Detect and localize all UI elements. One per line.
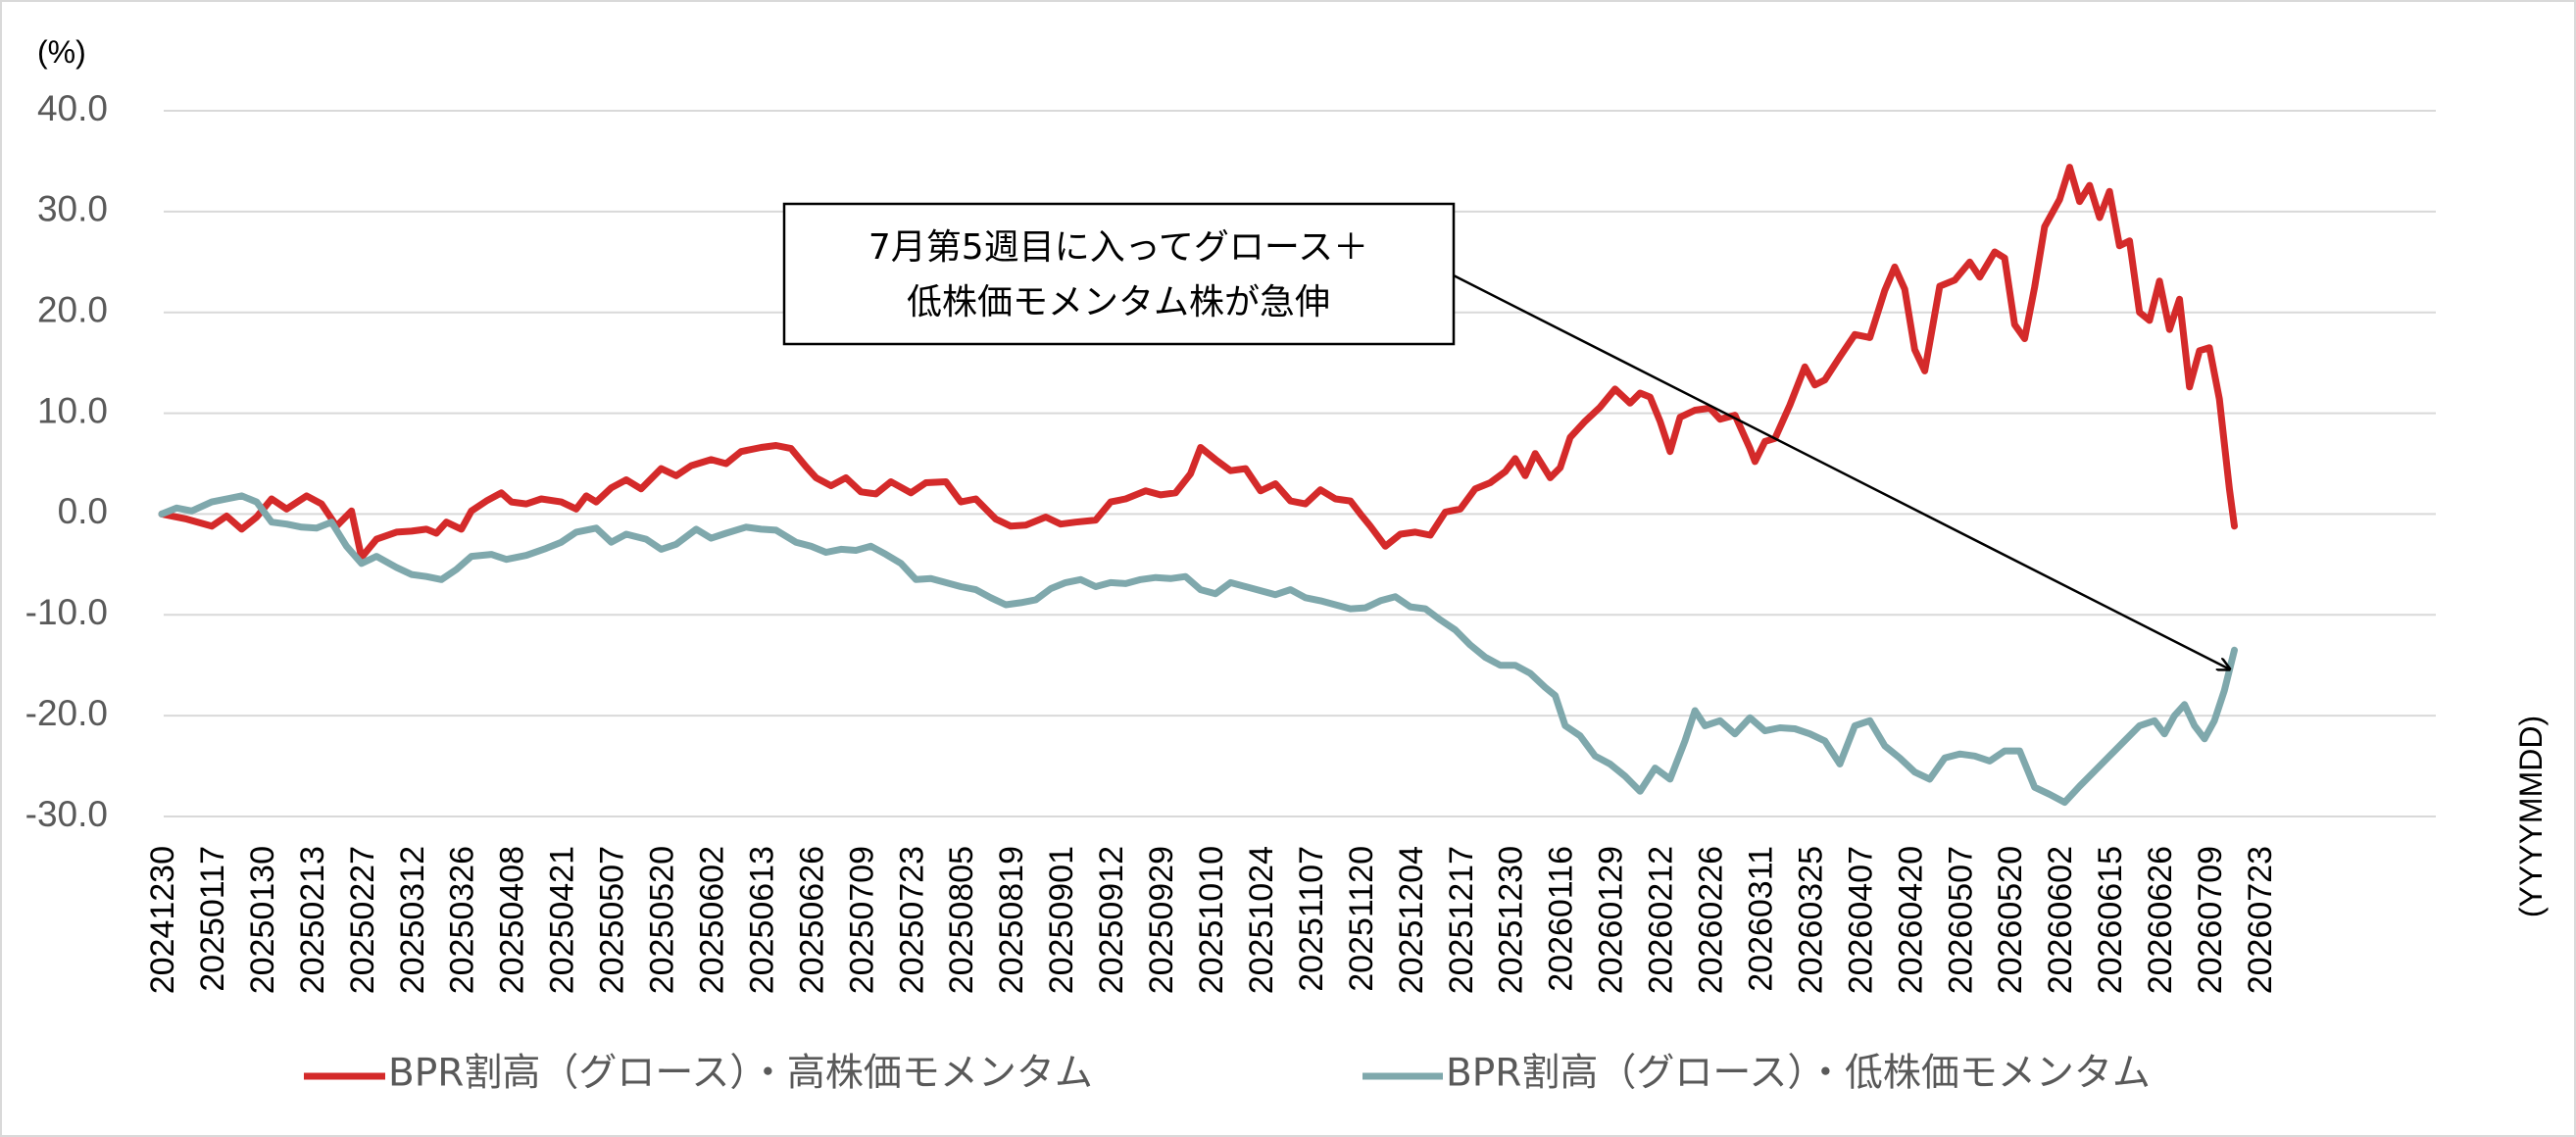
x-tick-label: 20250213 <box>294 846 331 994</box>
annotation-box <box>782 202 1456 346</box>
x-tick-label: 20251120 <box>1343 846 1380 992</box>
x-tick-label: 20250626 <box>793 846 830 994</box>
series-lines <box>158 164 2238 807</box>
y-tick-label: -20.0 <box>25 693 108 733</box>
y-axis-ticks: 40.0 30.0 20.0 10.0 0.0 -10.0 -20.0 -30.0 <box>25 88 108 834</box>
x-axis-ticks: 20241230 20250117 20250130 20250213 20250227… <box>144 846 2279 994</box>
y-tick-label: -30.0 <box>25 794 108 834</box>
gridlines <box>164 110 2436 817</box>
x-tick-label: 20250805 <box>943 846 980 994</box>
x-tick-label: 20241230 <box>144 846 181 994</box>
series-line-2 <box>158 492 2238 807</box>
x-tick-label: 20251204 <box>1393 846 1430 994</box>
x-tick-label: 20251230 <box>1493 846 1530 994</box>
legend-label-series-1: BPR割高（グロース）・高株価モメンタム <box>388 1052 1093 1096</box>
x-tick-label: 20250819 <box>993 846 1030 994</box>
x-tick-label: 20250520 <box>644 846 681 994</box>
x-tick-label: 20250929 <box>1143 846 1180 994</box>
x-tick-label: 20250602 <box>693 846 730 994</box>
legend-label-series-2: BPR割高（グロース）・低株価モメンタム <box>1446 1052 2151 1096</box>
x-tick-label: 20251107 <box>1293 846 1330 992</box>
x-tick-label: 20250326 <box>444 846 481 994</box>
x-tick-label: 20250507 <box>594 846 631 994</box>
annotation-line-2: 低株価モメンタム株が急伸 <box>907 282 1330 322</box>
x-axis-unit-label: (YYYYMMDD) <box>2513 716 2549 917</box>
y-tick-label: -10.0 <box>25 592 108 632</box>
x-tick-label: 20250709 <box>843 846 880 994</box>
series-line-1 <box>158 164 2238 562</box>
x-tick-label: 20260709 <box>2192 846 2229 994</box>
x-tick-label: 20250901 <box>1043 846 1080 994</box>
y-tick-label: 30.0 <box>37 189 108 229</box>
x-tick-label: 20260602 <box>2042 846 2079 994</box>
x-tick-label: 20250912 <box>1093 846 1130 994</box>
x-tick-label: 20251024 <box>1243 846 1280 994</box>
x-tick-label: 20250227 <box>344 846 381 994</box>
x-tick-label: 20250613 <box>743 846 780 994</box>
x-tick-label: 20260212 <box>1643 846 1680 994</box>
y-tick-label: 0.0 <box>58 491 108 531</box>
x-tick-label: 20260420 <box>1892 846 1929 994</box>
x-tick-label: 20260626 <box>2142 846 2179 994</box>
x-tick-label: 20250408 <box>494 846 531 994</box>
x-tick-label: 20251217 <box>1443 846 1480 994</box>
x-tick-label: 20260311 <box>1742 846 1779 992</box>
x-tick-label: 20260407 <box>1842 846 1879 994</box>
y-tick-label: 20.0 <box>37 289 108 329</box>
x-tick-label: 20250117 <box>194 846 231 992</box>
x-tick-label: 20260507 <box>1942 846 1979 994</box>
annotation: 7月第5週目に入ってグロース＋ 低株価モメンタム株が急伸 <box>782 202 2230 669</box>
x-tick-label: 20260520 <box>1992 846 2029 994</box>
x-tick-label: 20260615 <box>2092 846 2129 994</box>
x-tick-label: 20260129 <box>1593 846 1630 994</box>
y-tick-label: 10.0 <box>37 390 108 430</box>
annotation-arrow <box>1445 270 2230 669</box>
x-tick-label: 20260325 <box>1792 846 1829 994</box>
x-tick-label: 20260116 <box>1543 846 1580 992</box>
x-tick-label: 20250130 <box>244 846 281 994</box>
y-axis-unit-label: (%) <box>37 34 86 70</box>
annotation-line-1: 7月第5週目に入ってグロース＋ <box>868 227 1368 268</box>
legend: BPR割高（グロース）・高株価モメンタム BPR割高（グロース）・低株価モメンタ… <box>304 1052 2151 1096</box>
x-tick-label: 20251010 <box>1193 846 1230 994</box>
x-tick-label: 20250312 <box>394 846 431 994</box>
y-tick-label: 40.0 <box>37 88 108 128</box>
x-tick-label: 20250421 <box>544 846 581 994</box>
x-tick-label: 20260723 <box>2242 846 2279 994</box>
x-tick-label: 20260226 <box>1693 846 1730 994</box>
x-tick-label: 20250723 <box>893 846 930 994</box>
